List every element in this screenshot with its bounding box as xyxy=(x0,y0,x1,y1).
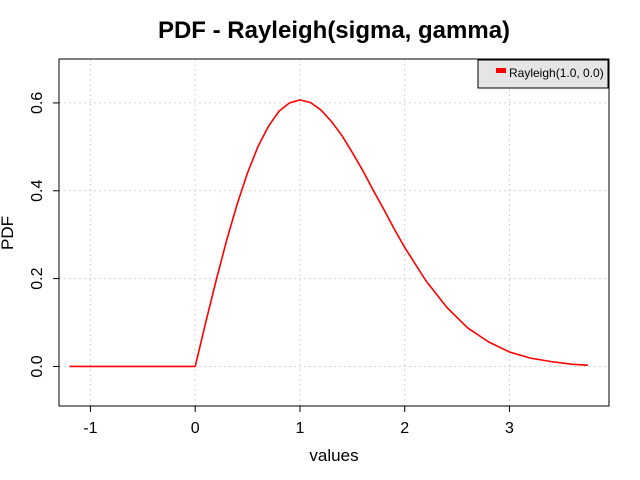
plot-frame xyxy=(58,58,610,407)
x-tick-label: 2 xyxy=(400,420,409,437)
y-tick-label: 0.4 xyxy=(29,180,46,202)
series-layer xyxy=(69,99,589,368)
y-axis: 0.0 0.2 0.4 0.6 xyxy=(29,92,59,378)
legend: Rayleigh(1.0, 0.0) xyxy=(477,59,609,89)
chart-title: PDF - Rayleigh(sigma, gamma) xyxy=(158,17,510,44)
x-axis-title: values xyxy=(309,446,358,465)
grid xyxy=(59,59,609,406)
y-axis-title: PDF xyxy=(0,216,17,250)
series-line-rayleigh xyxy=(69,99,589,368)
legend-box xyxy=(477,59,609,89)
x-tick-label: 1 xyxy=(295,420,304,437)
legend-swatch xyxy=(496,68,506,73)
legend-label: Rayleigh(1.0, 0.0) xyxy=(509,66,604,80)
y-tick-label: 0.6 xyxy=(29,92,46,114)
x-axis: -1 0 1 2 3 xyxy=(83,406,514,437)
y-tick-label: 0.2 xyxy=(29,267,46,289)
y-tick-label: 0.0 xyxy=(29,355,46,377)
x-tick-label: 0 xyxy=(191,420,200,437)
x-tick-label: 3 xyxy=(505,420,514,437)
x-tick-label: -1 xyxy=(83,420,97,437)
